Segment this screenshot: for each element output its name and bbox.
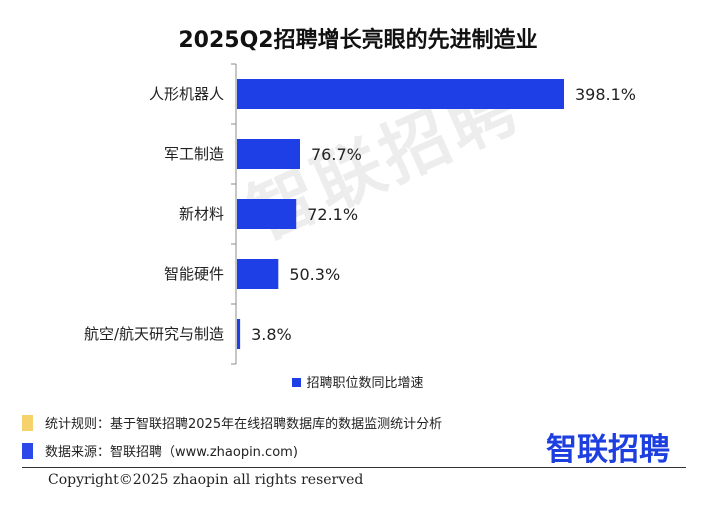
category-label: 航空/航天研究与制造 — [84, 325, 224, 343]
copyright-text: Copyright©2025 zhaopin all rights reserv… — [48, 472, 364, 488]
note-rule-marker — [22, 415, 33, 431]
bar-chart: 人形机器人 398.1% 军工制造 76.7% 新材料 72.1% 智能硬件 50.3% 航空/… — [84, 63, 636, 365]
bar — [237, 139, 301, 169]
legend-swatch — [292, 378, 302, 387]
bar — [237, 319, 241, 349]
data-label: 3.8% — [251, 325, 292, 344]
data-label: 72.1% — [307, 205, 358, 224]
data-label: 50.3% — [289, 265, 340, 284]
category-label: 军工制造 — [164, 145, 224, 163]
note-rule-text: 统计规则：基于智联招聘2025年在线招聘数据库的数据监测统计分析 — [45, 417, 443, 432]
bar — [237, 199, 297, 229]
footer-divider — [22, 467, 686, 468]
data-label: 398.1% — [575, 85, 636, 104]
category-label: 智能硬件 — [164, 265, 224, 283]
bar — [237, 259, 279, 289]
data-label: 76.7% — [311, 145, 362, 164]
category-label: 人形机器人 — [149, 85, 224, 103]
bar — [237, 79, 564, 109]
note-rule: 统计规则：基于智联招聘2025年在线招聘数据库的数据监测统计分析 — [22, 413, 442, 432]
chart-title: 2025Q2招聘增长亮眼的先进制造业 — [178, 28, 538, 53]
zhaopin-logo: 智联招聘 — [546, 432, 670, 468]
category-label: 新材料 — [179, 205, 224, 223]
note-source-marker — [22, 443, 33, 459]
legend: 招聘职位数同比增速 — [0, 372, 716, 391]
note-source-text: 数据来源：智联招聘（www.zhaopin.com) — [45, 445, 298, 460]
legend-label: 招聘职位数同比增速 — [306, 376, 424, 391]
note-source: 数据来源：智联招聘（www.zhaopin.com) — [22, 441, 298, 460]
